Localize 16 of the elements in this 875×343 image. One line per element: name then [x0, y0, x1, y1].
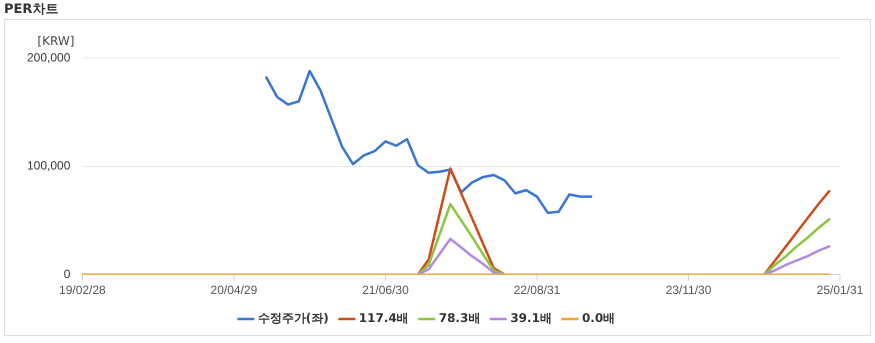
y-tick-label: 200,000	[26, 50, 71, 64]
legend-label: 117.4배	[358, 311, 409, 326]
x-tick-label: 21/06/30	[362, 283, 410, 298]
y-tick-label: 0	[64, 266, 71, 281]
legend-label: 39.1배	[510, 311, 552, 326]
x-tick-label: 25/01/31	[816, 283, 864, 298]
legend-label: 수정주가(좌)	[258, 311, 329, 326]
x-tick-label: 23/11/30	[666, 283, 712, 298]
y-tick-label: 100,000	[26, 158, 71, 173]
x-tick-label: 19/02/28	[59, 283, 106, 298]
legend-label: 78.3배	[438, 311, 480, 326]
y-axis-title: [KRW]	[37, 34, 74, 48]
x-tick-label: 20/04/29	[210, 283, 258, 298]
chart-title: PER차트	[4, 1, 58, 18]
legend-label: 0.0배	[582, 311, 616, 326]
x-tick-label: 22/08/31	[514, 283, 561, 298]
